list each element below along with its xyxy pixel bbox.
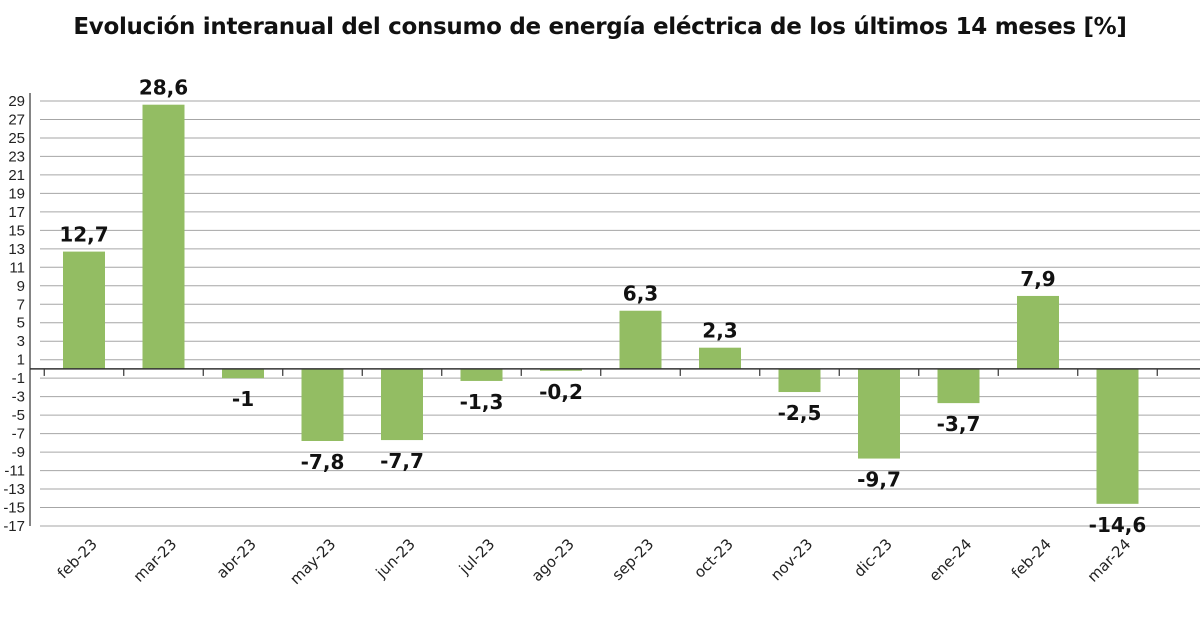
bars [63, 104, 1139, 504]
y-tick-label: -3 [12, 389, 25, 406]
bar [301, 368, 344, 441]
y-tick-label: 1 [17, 352, 25, 369]
data-label: -9,7 [857, 468, 901, 492]
bar [540, 368, 582, 371]
data-label: 12,7 [59, 223, 108, 247]
data-label: -14,6 [1089, 513, 1147, 537]
bar [1017, 295, 1059, 369]
bar [63, 251, 105, 369]
axes [29, 93, 1200, 526]
y-tick-label: -13 [3, 481, 25, 498]
data-label: 28,6 [139, 76, 188, 100]
x-tick-label: jun-23 [372, 535, 419, 582]
y-tick-label: 9 [17, 278, 25, 295]
data-label: -2,5 [778, 401, 822, 425]
y-tick-label: -11 [4, 463, 25, 480]
y-tick-label: 15 [8, 222, 25, 239]
y-tick-labels: 2927252321191715131197531-1-3-5-7-9-11-1… [3, 93, 25, 535]
x-tick-labels: feb-23 mar-23 abr-23 may-23 jun-23 jul-23 ago-… [54, 535, 1135, 588]
y-tick-label: 11 [9, 259, 25, 276]
data-label: -7,7 [380, 449, 424, 473]
x-tick-label: sep-23 [608, 535, 657, 584]
y-tick-label: 27 [8, 111, 25, 128]
data-label: -0,2 [539, 380, 583, 404]
y-tick-label: -1 [12, 370, 25, 387]
x-tick-label: nov-23 [767, 535, 816, 584]
bar [858, 368, 900, 459]
bar [699, 347, 741, 369]
data-label: -1 [232, 387, 254, 411]
data-label: -1,3 [460, 390, 504, 414]
x-tick-label: oct-23 [690, 535, 737, 582]
y-tick-label: 23 [8, 148, 25, 165]
bar [222, 368, 264, 379]
x-tick-label: ago-23 [528, 535, 578, 585]
y-tick-label: 3 [17, 333, 25, 350]
bar [142, 104, 185, 369]
y-tick-label: -15 [3, 500, 25, 517]
chart-title: Evolución interanual del consumo de ener… [73, 14, 1127, 40]
data-label: 2,3 [702, 319, 737, 343]
y-tick-label: 7 [17, 296, 25, 313]
data-label: 7,9 [1020, 267, 1055, 291]
bar [460, 368, 503, 381]
x-tick-label: jul-23 [455, 535, 498, 578]
y-tick-label: 13 [8, 241, 25, 258]
x-tick-label: dic-23 [850, 535, 896, 581]
x-tick-label: ene-24 [925, 535, 975, 585]
y-tick-label: 29 [8, 93, 25, 110]
bar [619, 310, 662, 369]
data-label: -7,8 [301, 450, 345, 474]
y-tick-label: 25 [8, 130, 25, 147]
y-tick-label: 5 [17, 315, 25, 332]
bar [1096, 368, 1139, 504]
y-tick-label: 17 [8, 204, 25, 221]
bar [778, 368, 821, 393]
y-tick-label: 19 [8, 185, 25, 202]
bar [937, 368, 980, 404]
data-label: 6,3 [623, 282, 658, 306]
x-tick-label: feb-23 [54, 535, 101, 582]
bar [381, 368, 423, 441]
y-tick-label: -9 [12, 444, 25, 461]
y-tick-label: -5 [12, 407, 25, 424]
x-tick-label: abr-23 [213, 535, 260, 582]
x-tick-label: feb-24 [1008, 535, 1055, 582]
y-tick-label: -7 [12, 426, 25, 443]
x-tick-label: mar-23 [130, 535, 181, 586]
data-labels: 12,7 28,6 -1 -7,8 -7,7 -1,3 -0,2 6,3 2,3 -2,5 -9,7… [59, 76, 1146, 537]
y-tick-label: -17 [3, 518, 25, 535]
data-label: -3,7 [937, 412, 981, 436]
x-tick-label: may-23 [286, 535, 339, 588]
y-tick-label: 21 [8, 167, 25, 184]
x-tick-label: mar-24 [1084, 535, 1135, 586]
